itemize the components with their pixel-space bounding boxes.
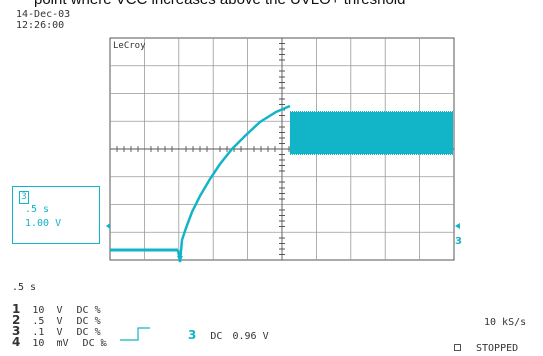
channel-marker: 3 (455, 236, 462, 247)
channel-row[interactable]: 3 .1 V DC % (12, 324, 101, 338)
sample-rate: 10 kS/s (484, 317, 527, 328)
acquisition-status: STOPPED (476, 343, 519, 354)
trace-info-box[interactable]: 3 .5 s 1.00 V (12, 186, 100, 244)
trigger-pos-marker (106, 223, 110, 229)
trigger-edge-icon (120, 327, 150, 341)
channel-3-waveform (110, 104, 453, 263)
brand-label: LeCroy (113, 41, 146, 51)
trigger-readout[interactable]: 3 DC 0.96 V (188, 328, 269, 342)
channel-row[interactable]: 1 10 V DC % (12, 302, 101, 316)
channel-row[interactable]: 2 .5 V DC % (12, 313, 101, 327)
trace-volts: 1.00 V (25, 218, 62, 229)
capture-date: 14-Dec-03 (16, 9, 71, 20)
trigger-time-marker (177, 256, 183, 262)
capture-time: 12:26:00 (16, 20, 65, 31)
channel-row[interactable]: 4 10 mV DC ‰ (12, 335, 107, 349)
figure-caption: point where VCC increases above the UVLO… (34, 0, 543, 8)
acquisition-indicator (454, 344, 461, 351)
trace-channel-tag: 3 (19, 191, 29, 204)
level-marker (455, 223, 460, 229)
timebase-readout: .5 s (12, 282, 37, 293)
trace-timebase: .5 s (25, 204, 50, 215)
